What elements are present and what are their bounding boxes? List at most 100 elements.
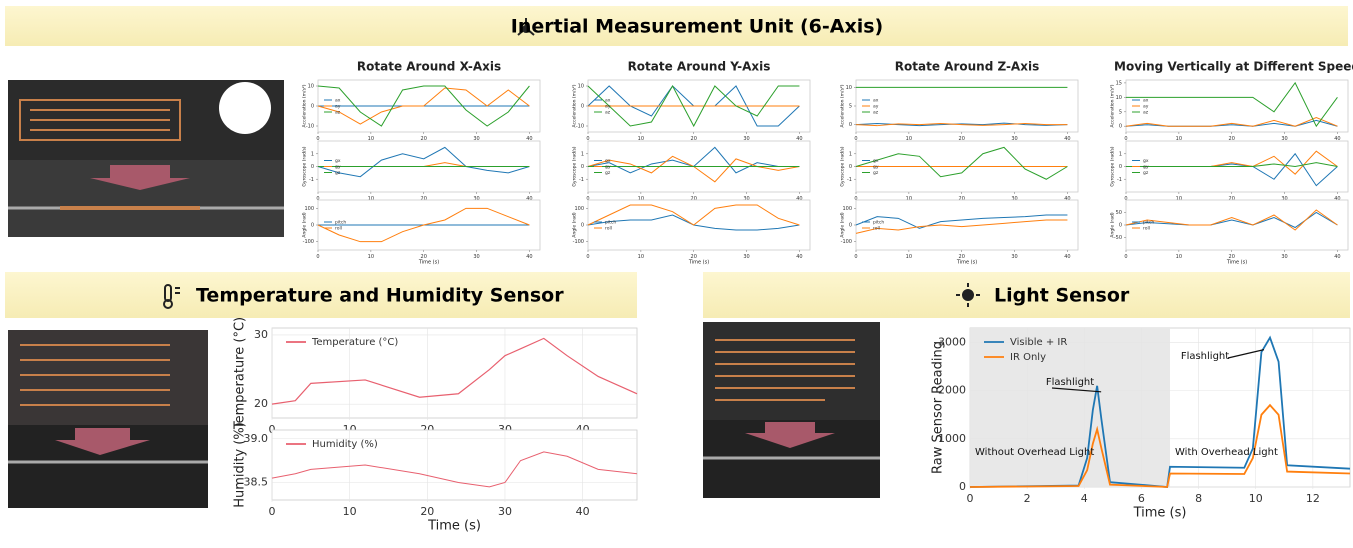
y-tick-label: 5 <box>849 104 852 110</box>
legend-label: IR Only <box>1010 352 1046 363</box>
x-tick-label: 10 <box>638 254 644 260</box>
y-tick-label: -100 <box>303 239 314 245</box>
y-tick-label: 0 <box>959 480 966 493</box>
y-tick-label: 0 <box>1119 124 1122 130</box>
legend-label: roll <box>335 226 342 232</box>
y-tick-label: -1 <box>1117 177 1122 183</box>
y-axis-label: Angle (rad) <box>840 212 846 237</box>
plot-frame <box>856 200 1078 250</box>
section-title: Light Sensor <box>994 285 1130 307</box>
legend-label: ax <box>335 99 341 104</box>
x-tick-label: 10 <box>906 254 912 260</box>
y-axis-label: Acceleration (m/s²) <box>572 84 578 127</box>
y-tick-label: 0 <box>311 104 314 110</box>
x-tick-label: 0 <box>586 254 589 260</box>
y-tick-label: 0 <box>849 164 852 170</box>
chart-title: Rotate Around Z-Axis <box>895 60 1039 74</box>
y-tick-label: 10 <box>846 85 852 91</box>
legend-label: gy <box>335 165 341 170</box>
y-tick-label: 20 <box>254 397 268 410</box>
chart-title: Moving Vertically at Different Speed <box>1114 60 1353 74</box>
y-tick-label: -1 <box>579 177 584 183</box>
y-tick-label: 10 <box>308 84 314 90</box>
legend-label: Temperature (°C) <box>311 337 398 348</box>
legend-label: gz <box>335 171 341 176</box>
y-tick-label: 0 <box>581 104 584 110</box>
legend-label: az <box>1143 111 1149 116</box>
legend-label: gy <box>605 165 611 170</box>
x-axis-label: Time (s) <box>1133 506 1187 521</box>
y-tick-label: 0 <box>311 223 314 229</box>
x-tick-label: 10 <box>343 505 357 518</box>
legend-label: pitch <box>605 220 616 226</box>
y-axis-label: Temperature (°C) <box>233 317 248 430</box>
chart-title: Rotate Around X-Axis <box>357 60 501 74</box>
legend-label: pitch <box>335 220 346 226</box>
x-tick-label: 40 <box>526 254 532 260</box>
legend-label: az <box>335 111 341 116</box>
figure: Inertial Measurement Unit (6-Axis) Tempe… <box>0 0 1353 544</box>
y-tick-label: 10 <box>578 84 584 90</box>
y-axis-label: Raw Sensor Reading <box>931 341 946 474</box>
y-axis-label: Angle (rad) <box>572 212 578 237</box>
x-tick-label: 40 <box>576 505 590 518</box>
y-tick-label: -1 <box>847 177 852 183</box>
x-axis-label: Time (s) <box>1226 260 1247 266</box>
x-axis-label: Time (s) <box>956 260 977 266</box>
x-axis-label: Time (s) <box>688 260 709 266</box>
legend-label: gy <box>873 165 879 170</box>
y-tick-label: 0 <box>1119 223 1122 229</box>
y-tick-label: 1 <box>581 151 584 157</box>
shaded-region <box>970 328 1170 487</box>
x-tick-label: 10 <box>1176 254 1182 260</box>
x-axis-label: Time (s) <box>418 260 439 266</box>
legend-label: ax <box>873 99 879 104</box>
x-tick-label: 0 <box>967 492 974 505</box>
y-tick-label: 100 <box>842 206 852 212</box>
plot-frame <box>1126 200 1348 250</box>
legend-label: gz <box>605 171 611 176</box>
y-tick-label: 1 <box>849 151 852 157</box>
annotation: With Overhead Light <box>1175 447 1278 458</box>
annotation: Flashlight <box>1181 351 1229 362</box>
y-tick-label: -100 <box>573 239 584 245</box>
x-tick-label: 40 <box>1064 254 1070 260</box>
legend-label: gz <box>1143 171 1149 176</box>
x-tick-label: 0 <box>854 254 857 260</box>
y-tick-label: 1 <box>1119 151 1122 157</box>
annotation: Without Overhead Light <box>975 447 1094 458</box>
legend-label: gx <box>1143 159 1149 164</box>
x-tick-label: 30 <box>498 505 512 518</box>
x-axis-label: Time (s) <box>427 519 481 534</box>
legend-label: Humidity (%) <box>312 439 378 450</box>
x-tick-label: 40 <box>796 254 802 260</box>
x-tick-label: 30 <box>1281 254 1287 260</box>
x-tick-label: 12 <box>1306 492 1320 505</box>
y-axis-label: Acceleration (m/s²) <box>1110 84 1116 127</box>
y-tick-label: -1 <box>309 177 314 183</box>
section-title: Temperature and Humidity Sensor <box>196 285 564 307</box>
y-axis-label: Gyroscope (rad/s) <box>840 146 846 186</box>
x-tick-label: 0 <box>316 254 319 260</box>
x-tick-label: 10 <box>368 254 374 260</box>
legend-label: roll <box>1143 226 1150 232</box>
y-tick-label: 0 <box>849 223 852 229</box>
page: Inertial Measurement Unit (6-Axis) Tempe… <box>0 0 1353 544</box>
legend-label: ay <box>335 105 341 110</box>
legend-label: gx <box>605 159 611 164</box>
legend-label: roll <box>873 226 880 232</box>
plot-frame <box>588 200 810 250</box>
x-tick-label: 2 <box>1024 492 1031 505</box>
x-tick-label: 0 <box>269 505 276 518</box>
legend-label: az <box>873 111 879 116</box>
y-tick-label: 0 <box>581 223 584 229</box>
y-tick-label: 30 <box>254 328 268 341</box>
y-tick-label: 1 <box>311 151 314 157</box>
x-tick-label: 6 <box>1138 492 1145 505</box>
y-tick-label: 15 <box>1116 80 1122 86</box>
y-tick-label: 50 <box>1116 210 1122 216</box>
legend-label: ax <box>1143 99 1149 104</box>
legend-label: ay <box>1143 105 1149 110</box>
legend-label: pitch <box>1143 220 1154 226</box>
x-tick-label: 30 <box>1011 254 1017 260</box>
